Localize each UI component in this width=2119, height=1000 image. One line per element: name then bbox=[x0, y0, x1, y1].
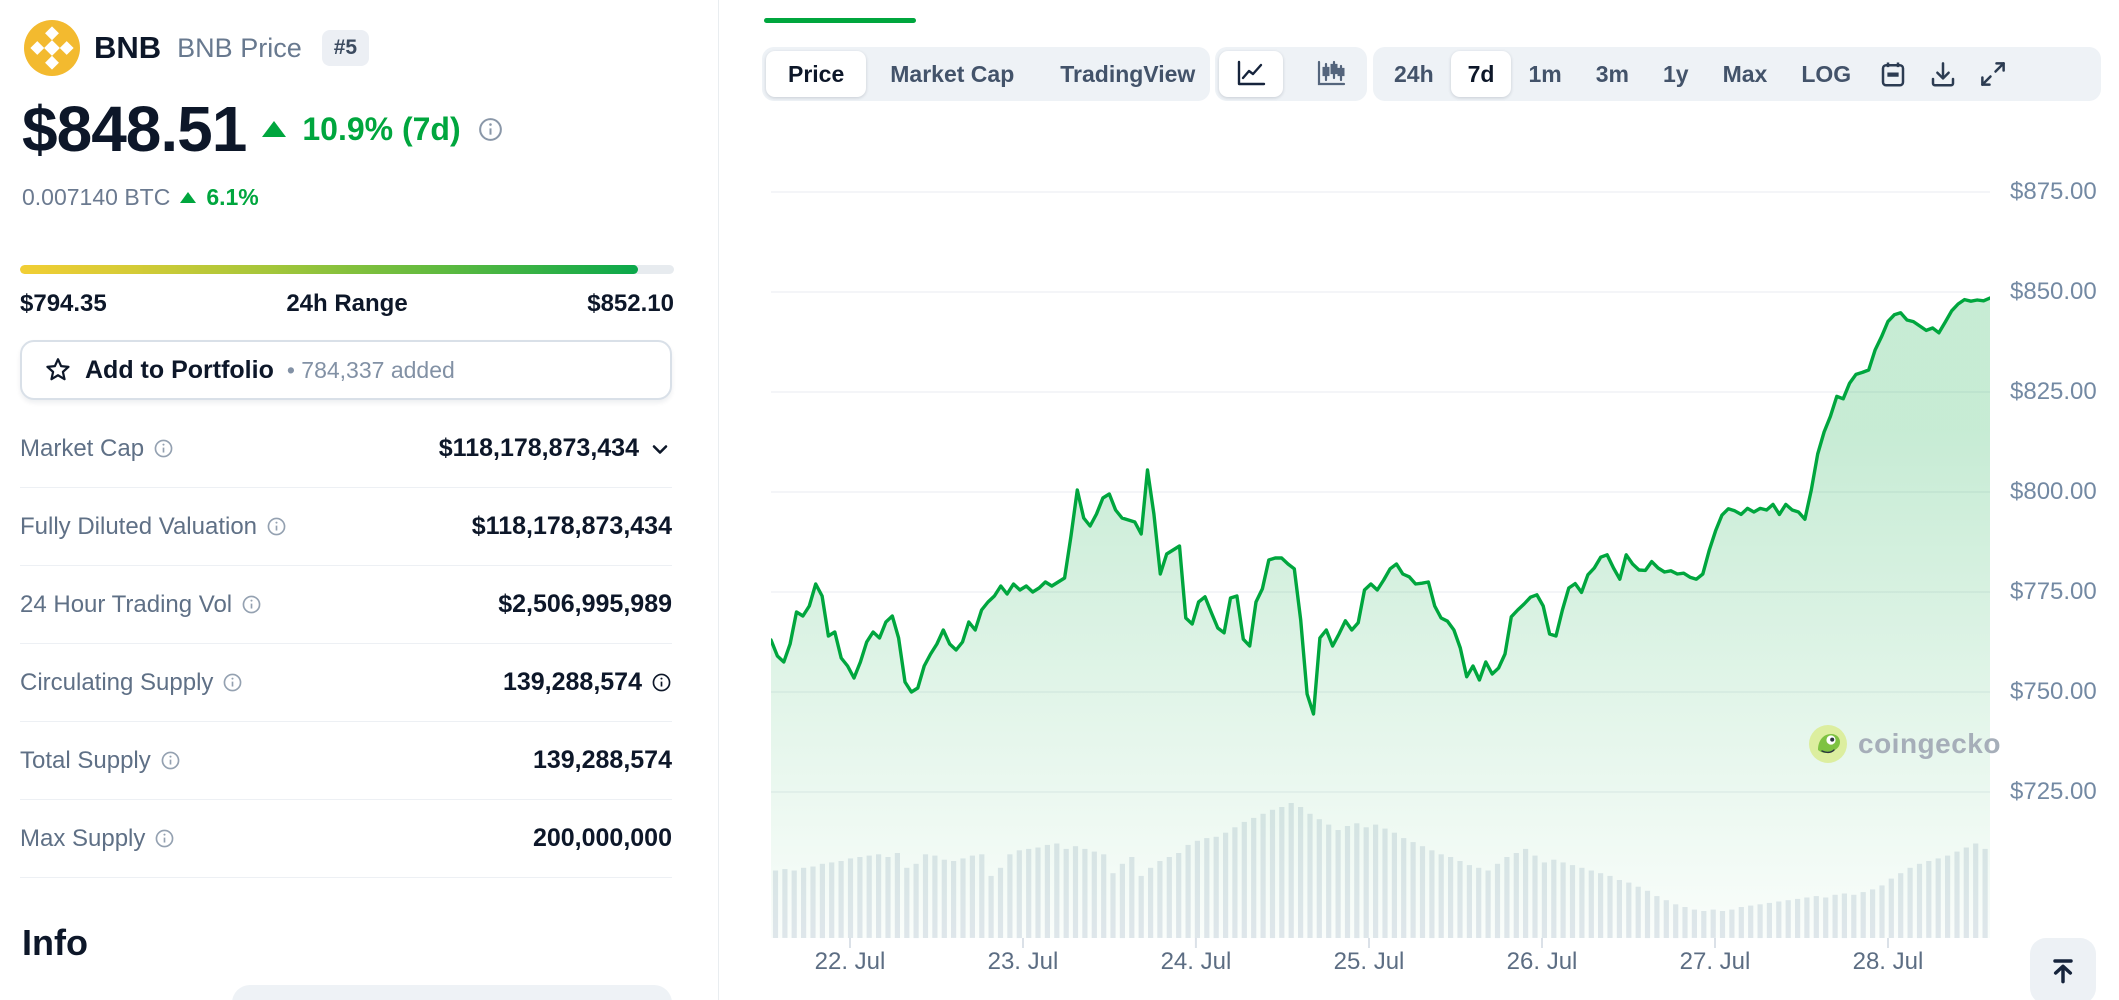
y-axis-tick: $725.00 bbox=[2010, 778, 2097, 805]
panel-divider bbox=[718, 0, 719, 1000]
stat-value: 139,288,574 bbox=[532, 746, 672, 774]
portfolio-added-count: • 784,337 added bbox=[286, 356, 455, 383]
table-row: Fully Diluted Valuation $118,178,873,434 bbox=[20, 488, 672, 566]
x-axis-tick: 22. Jul bbox=[814, 948, 886, 975]
portfolio-label: Add to Portfolio bbox=[85, 355, 274, 384]
range-label: 24h Range bbox=[286, 290, 408, 317]
stat-label: Max Supply bbox=[20, 824, 146, 852]
download-icon[interactable] bbox=[1918, 51, 1968, 97]
info-icon[interactable] bbox=[222, 672, 243, 693]
candlestick-chart-icon[interactable] bbox=[1299, 51, 1363, 97]
btc-value: 0.007140 BTC bbox=[22, 184, 171, 210]
range-3m[interactable]: 3m bbox=[1579, 51, 1646, 97]
price-info-icon[interactable] bbox=[477, 116, 504, 143]
y-axis-tick: $750.00 bbox=[2010, 678, 2097, 705]
rank-badge: #5 bbox=[321, 30, 370, 66]
range-7d[interactable]: 7d bbox=[1450, 51, 1512, 97]
x-axis-tick: 25. Jul bbox=[1333, 948, 1405, 975]
y-axis-tick: $775.00 bbox=[2010, 578, 2097, 605]
chart-type-group bbox=[1215, 47, 1367, 101]
range-low: $794.35 bbox=[20, 290, 107, 317]
stat-value: 200,000,000 bbox=[532, 824, 672, 852]
y-axis-tick: $850.00 bbox=[2010, 278, 2097, 305]
coingecko-watermark: coingecko bbox=[1808, 724, 2001, 764]
y-axis-tick: $800.00 bbox=[2010, 478, 2097, 505]
x-axis-tick: 27. Jul bbox=[1679, 948, 1751, 975]
stat-value: 139,288,574 bbox=[502, 668, 642, 696]
x-axis-tick: 24. Jul bbox=[1160, 948, 1232, 975]
price-chart[interactable] bbox=[769, 140, 1992, 975]
price-up-arrow-icon bbox=[262, 121, 287, 137]
info-icon[interactable] bbox=[241, 594, 262, 615]
info-icon[interactable] bbox=[153, 438, 174, 459]
stat-value: $118,178,873,434 bbox=[438, 434, 639, 462]
y-axis-tick: $825.00 bbox=[2010, 378, 2097, 405]
line-chart-icon[interactable] bbox=[1219, 51, 1283, 97]
range-progress-fill bbox=[20, 265, 639, 274]
add-to-portfolio-button[interactable]: Add to Portfolio • 784,337 added bbox=[20, 340, 672, 400]
x-axis-tick: 26. Jul bbox=[1506, 948, 1578, 975]
range-progress-bar bbox=[20, 265, 674, 274]
tab-market-cap[interactable]: Market Cap bbox=[868, 51, 1036, 97]
coin-symbol: BNB bbox=[94, 30, 162, 65]
price-change: 10.9% (7d) bbox=[302, 110, 461, 147]
table-row: Circulating Supply 139,288,574 bbox=[20, 644, 672, 722]
range-high: $852.10 bbox=[587, 290, 674, 317]
stat-label: 24 Hour Trading Vol bbox=[20, 590, 233, 618]
chevron-down-icon[interactable] bbox=[648, 437, 672, 461]
active-tab-indicator bbox=[764, 18, 916, 23]
y-axis-tick: $875.00 bbox=[2010, 178, 2097, 205]
info-heading: Info bbox=[22, 922, 88, 963]
fullscreen-icon[interactable] bbox=[1968, 51, 2018, 97]
x-axis-tick: 28. Jul bbox=[1852, 948, 1924, 975]
calendar-icon[interactable] bbox=[1868, 51, 1918, 97]
coin-header: BNB BNB Price #5 bbox=[24, 20, 370, 76]
x-axis-tick: 23. Jul bbox=[987, 948, 1059, 975]
time-range-group: 24h 7d 1m 3m 1y Max LOG bbox=[1373, 47, 2101, 101]
range-log[interactable]: LOG bbox=[1784, 51, 1868, 97]
watermark-text: coingecko bbox=[1858, 728, 2001, 759]
star-icon bbox=[44, 356, 72, 384]
range-24h[interactable]: 24h bbox=[1377, 51, 1451, 97]
stat-label: Market Cap bbox=[20, 434, 145, 462]
website-pill[interactable] bbox=[232, 985, 672, 1000]
range-1y[interactable]: 1y bbox=[1646, 51, 1706, 97]
coin-price-label: BNB Price bbox=[177, 32, 302, 63]
stat-label: Total Supply bbox=[20, 746, 151, 774]
chart-tabs-group: Price Market Cap TradingView bbox=[762, 47, 1210, 101]
info-icon[interactable] bbox=[266, 516, 287, 537]
table-row: 24 Hour Trading Vol $2,506,995,989 bbox=[20, 566, 672, 644]
stat-label: Fully Diluted Valuation bbox=[20, 512, 258, 540]
info-icon[interactable] bbox=[154, 828, 175, 849]
info-icon[interactable] bbox=[651, 672, 672, 693]
table-row[interactable]: Market Cap $118,178,873,434 bbox=[20, 410, 672, 488]
bnb-logo-icon bbox=[24, 20, 80, 76]
scroll-to-top-button[interactable] bbox=[2030, 938, 2096, 1000]
btc-change: 6.1% bbox=[206, 184, 259, 210]
range-max[interactable]: Max bbox=[1706, 51, 1785, 97]
range-1m[interactable]: 1m bbox=[1511, 51, 1578, 97]
price-row: $848.51 10.9% (7d) bbox=[22, 92, 504, 166]
info-icon[interactable] bbox=[160, 750, 181, 771]
tab-price[interactable]: Price bbox=[766, 51, 867, 97]
tab-tradingview[interactable]: TradingView bbox=[1038, 51, 1217, 97]
range-labels: $794.35 24h Range $852.10 bbox=[20, 290, 674, 318]
table-row: Total Supply 139,288,574 bbox=[20, 722, 672, 800]
current-price: $848.51 bbox=[22, 93, 247, 165]
stat-value: $2,506,995,989 bbox=[498, 590, 672, 618]
table-row: Max Supply 200,000,000 bbox=[20, 800, 672, 878]
btc-up-arrow-icon bbox=[180, 192, 197, 203]
stat-label: Circulating Supply bbox=[20, 668, 214, 696]
stats-table: Market Cap $118,178,873,434 Fully Diluted … bbox=[20, 410, 672, 878]
btc-conversion-row: 0.007140 BTC 6.1% bbox=[22, 184, 259, 211]
stat-value: $118,178,873,434 bbox=[471, 512, 672, 540]
coingecko-logo-icon bbox=[1808, 724, 1848, 764]
